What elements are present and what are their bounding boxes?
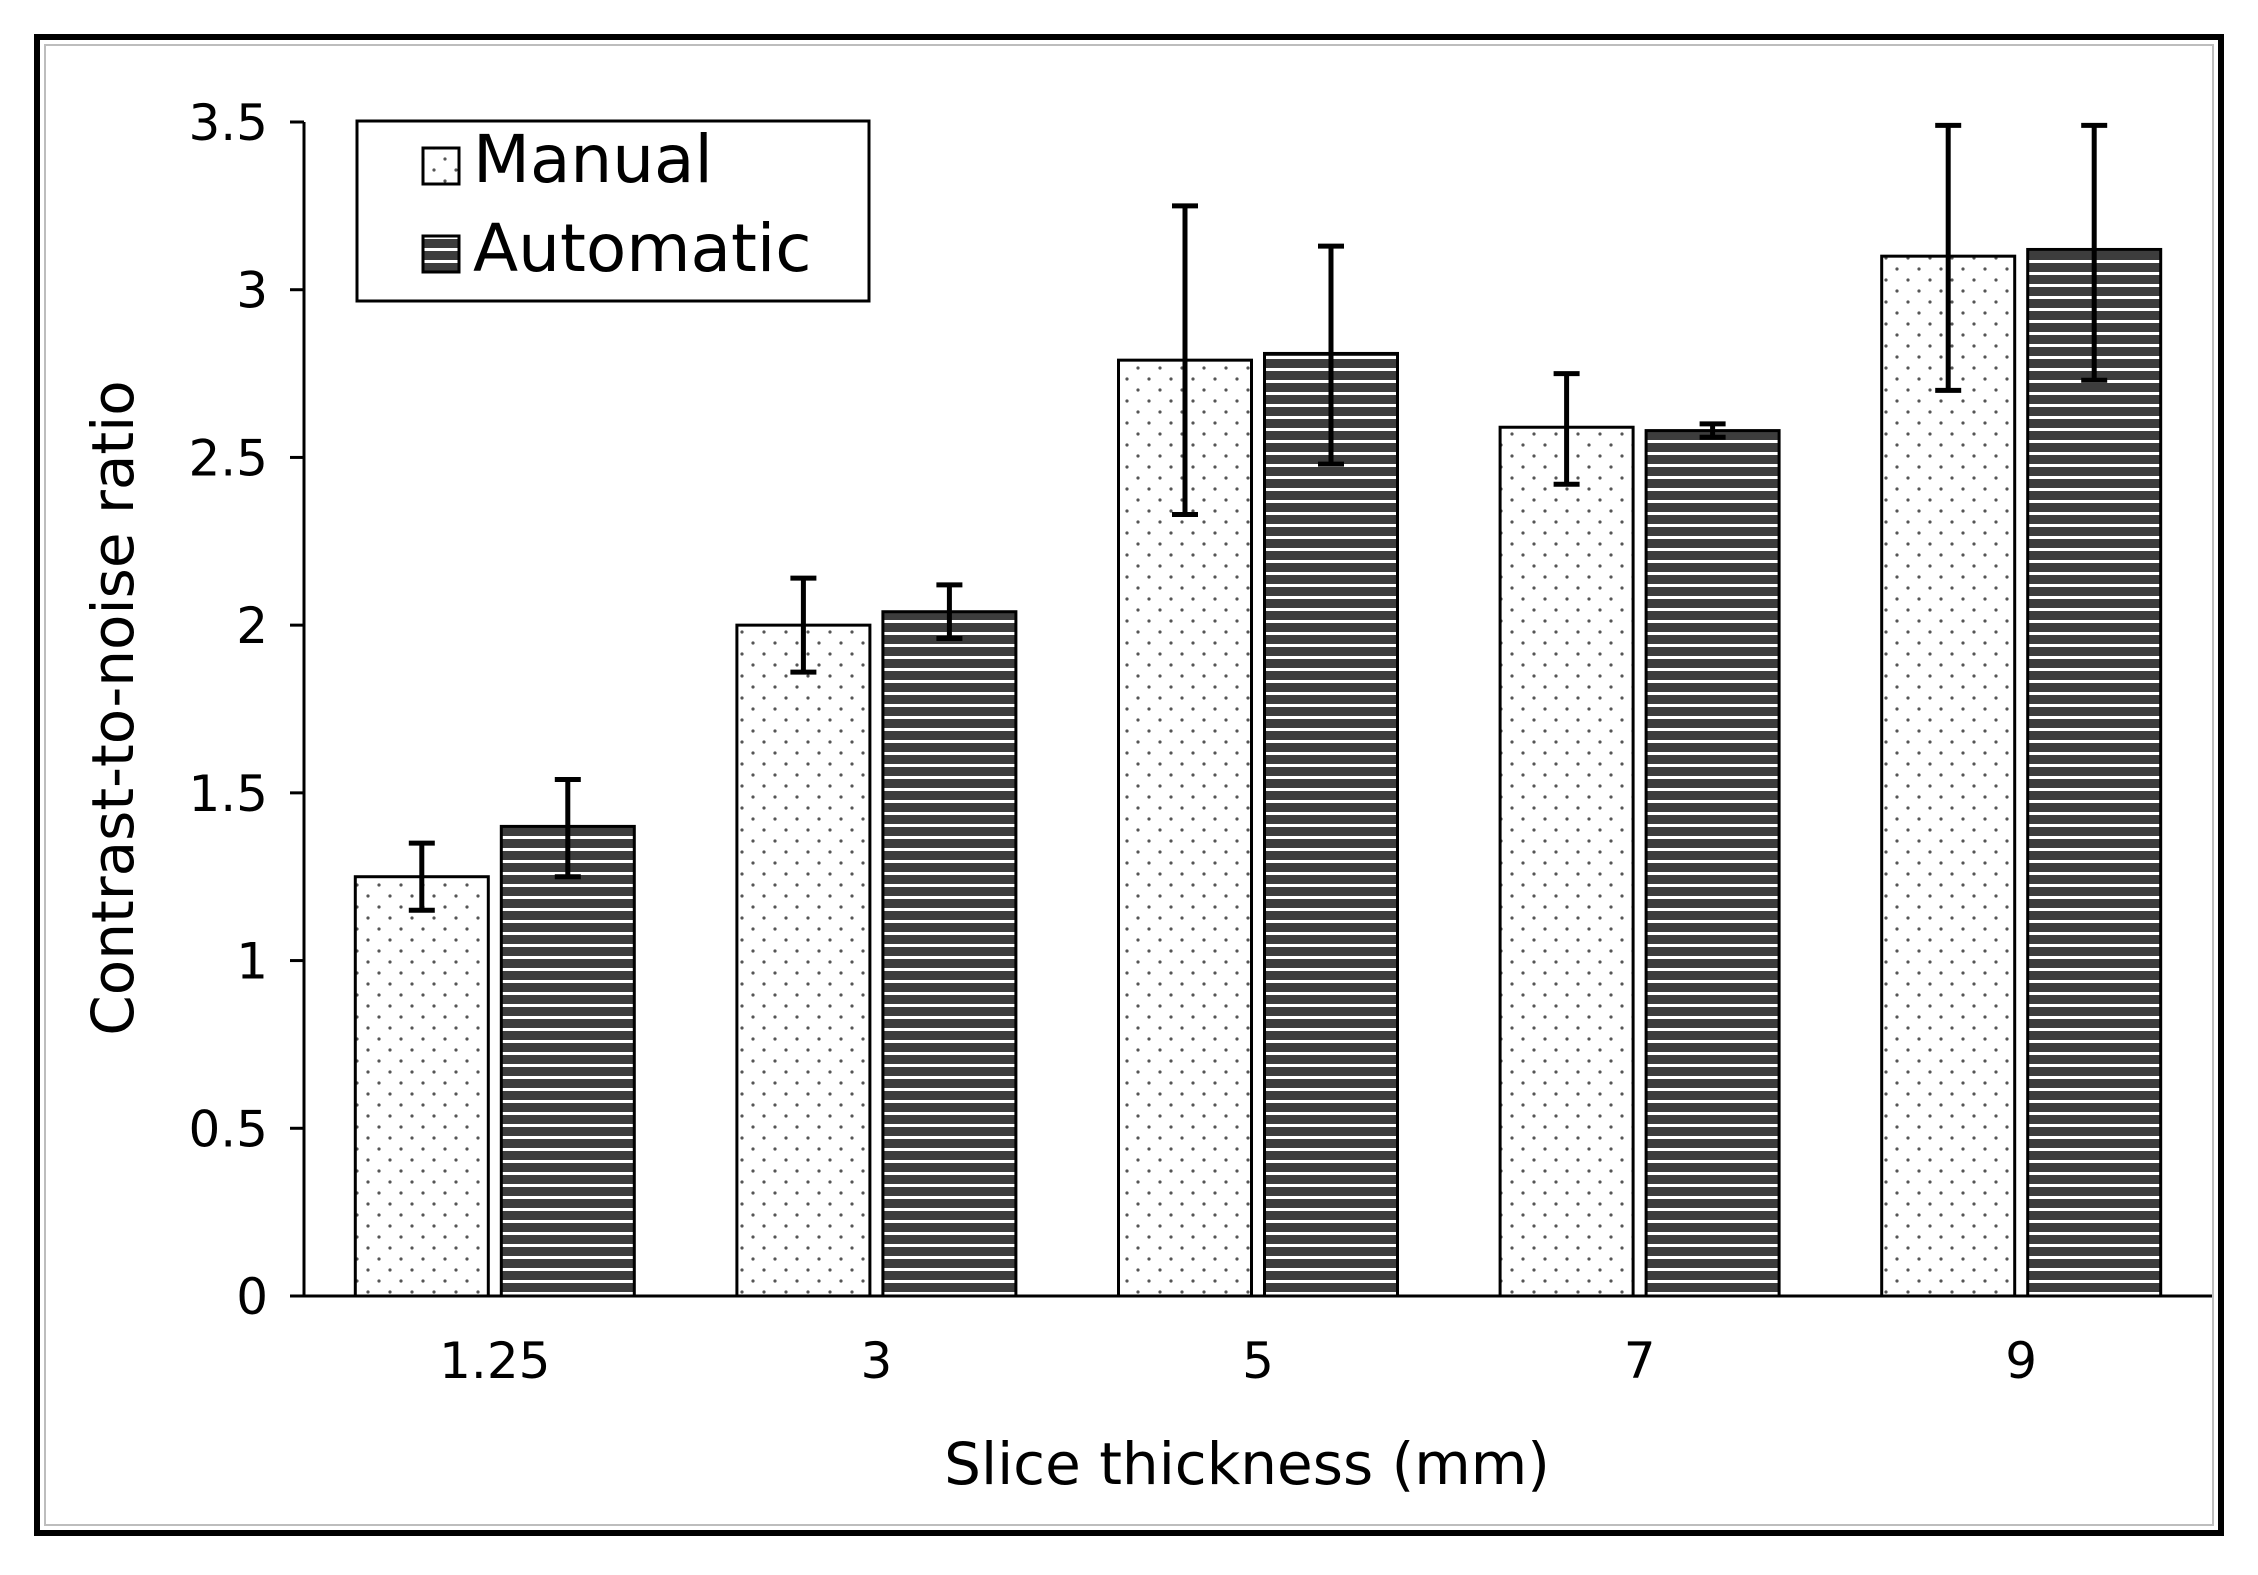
bar-manual — [353, 875, 490, 1298]
error-bars — [408, 122, 2108, 913]
y-tick-label: 2 — [236, 597, 268, 655]
legend-label-automatic: Automatic — [473, 210, 811, 287]
legend-label-manual: Manual — [473, 121, 713, 198]
bar-automatic — [499, 824, 636, 1298]
y-tick-label: 0.5 — [188, 1100, 268, 1158]
y-tick-label: 1 — [236, 933, 268, 991]
y-tick-label: 1.5 — [188, 765, 268, 823]
x-tick-label: 1.25 — [439, 1332, 550, 1390]
y-tick-label: 3 — [236, 262, 268, 320]
bar-automatic — [1644, 429, 1781, 1298]
y-tick-label: 3.5 — [188, 94, 268, 152]
y-tick-label: 2.5 — [188, 429, 268, 487]
x-tick-label: 7 — [1624, 1332, 1656, 1390]
x-ticks: 1.25 3 5 7 9 — [439, 1332, 2037, 1390]
x-axis-title: Slice thickness (mm) — [944, 1430, 1550, 1498]
bar-manual — [735, 623, 872, 1298]
legend: Manual Automatic — [355, 119, 871, 303]
x-tick-label: 9 — [2005, 1332, 2037, 1390]
figure-inner-border — [44, 44, 2214, 1526]
legend-swatch-automatic — [421, 234, 461, 274]
x-tick-label: 5 — [1242, 1332, 1274, 1390]
bar-manual — [1880, 254, 2017, 1298]
bars — [353, 247, 2163, 1298]
y-ticks: 0 0.5 1 1.5 2 2.5 3 3.5 — [188, 94, 304, 1326]
x-tick-label: 3 — [860, 1332, 892, 1390]
bar-automatic — [1263, 351, 1399, 1298]
bar-automatic — [881, 610, 1018, 1298]
bar-automatic — [2026, 247, 2163, 1298]
legend-swatch-manual — [421, 146, 461, 186]
bar-manual — [1498, 425, 1635, 1298]
y-tick-label: 0 — [236, 1268, 268, 1326]
y-axis-title: Contrast-to-noise ratio — [79, 380, 147, 1035]
